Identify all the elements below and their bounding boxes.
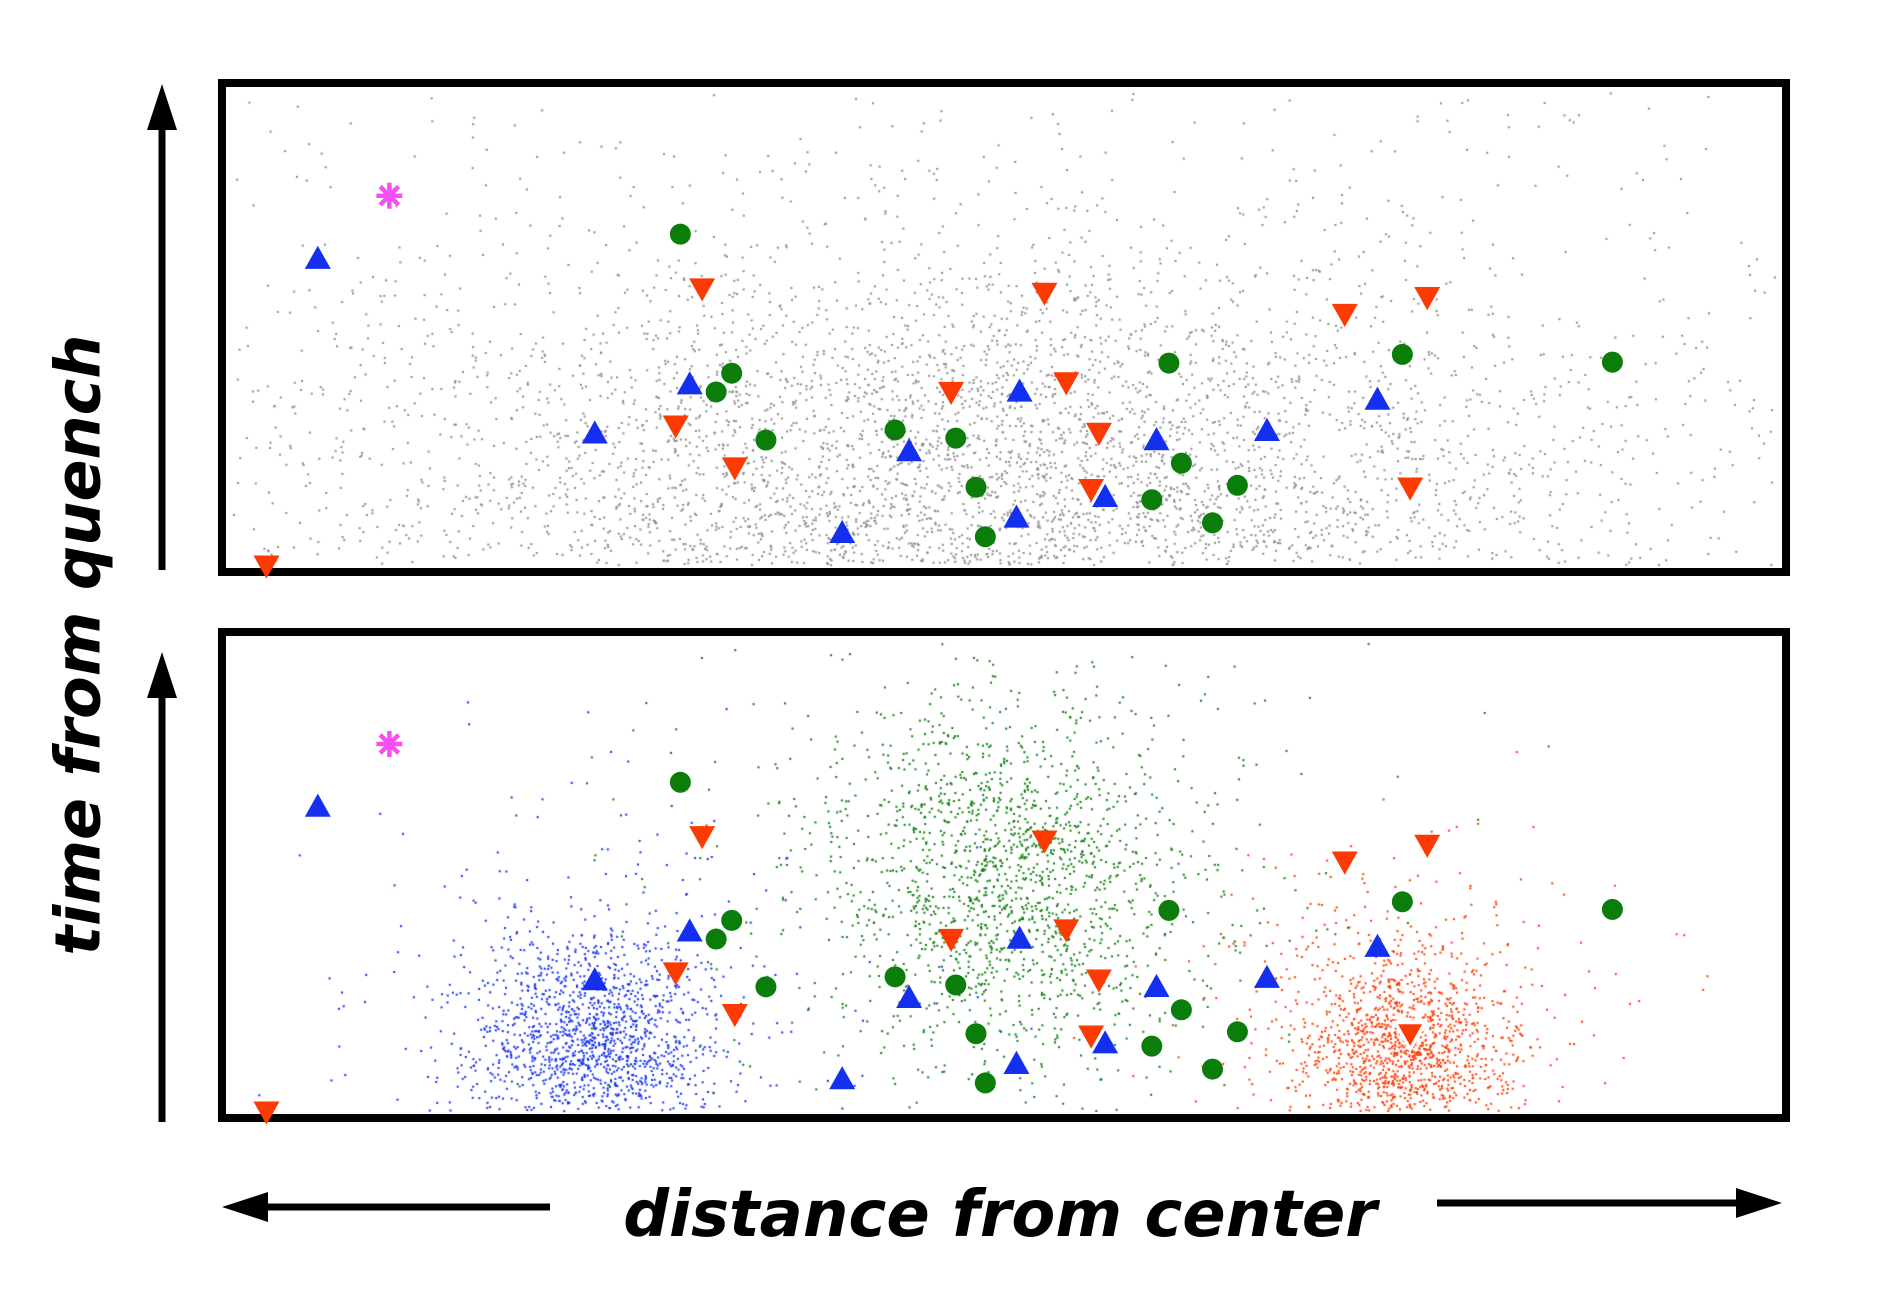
- data-point-circle: [884, 966, 906, 988]
- data-point-triangle-up: [581, 420, 608, 444]
- data-point-triangle-up: [1006, 378, 1033, 402]
- data-point-triangle-down: [662, 415, 689, 439]
- data-point-triangle-down: [1331, 851, 1358, 875]
- bottom-panel-background-dots: [226, 636, 1782, 1114]
- data-point-triangle-down: [689, 278, 716, 302]
- data-point-triangle-down: [1397, 477, 1424, 501]
- data-point-circle: [965, 1023, 987, 1045]
- top-panel: [218, 79, 1790, 579]
- data-point-triangle-up: [829, 519, 856, 544]
- data-point-circle: [721, 362, 743, 384]
- data-point-circle: [669, 771, 691, 793]
- data-point-triangle-down: [938, 928, 965, 953]
- data-point-triangle-down: [1414, 834, 1441, 858]
- data-point-triangle-down: [721, 457, 748, 481]
- data-point-triangle-up: [1143, 973, 1170, 997]
- data-point-triangle-up: [896, 984, 923, 1008]
- data-point-triangle-up: [581, 967, 608, 991]
- data-point-triangle-down: [1085, 422, 1112, 446]
- data-point-triangle-up: [1364, 933, 1391, 957]
- data-point-triangle-down: [1414, 287, 1441, 311]
- data-point-triangle-up: [1092, 483, 1119, 507]
- top-panel-background-dots: [226, 87, 1782, 568]
- bottom-panel-markers: [253, 731, 1623, 1125]
- data-point-circle: [1391, 343, 1413, 365]
- data-point-triangle-up: [304, 793, 331, 817]
- data-point-circle: [755, 976, 777, 998]
- data-point-circle: [1391, 891, 1413, 913]
- data-point-triangle-down: [1392, 1020, 1429, 1053]
- y-axis-label: time from quench: [41, 334, 115, 956]
- data-point-triangle-down: [689, 826, 716, 850]
- x-axis-arrow-left: [222, 1192, 550, 1222]
- data-point-circle: [1202, 512, 1224, 534]
- data-point-triangle-down: [721, 1003, 748, 1028]
- data-point-circle: [1601, 351, 1623, 373]
- x-axis-label: distance from center: [623, 1178, 1377, 1252]
- data-point-circle: [755, 429, 777, 451]
- data-point-circle: [1601, 898, 1623, 920]
- data-point-triangle-up: [1253, 964, 1280, 988]
- data-point-circle: [721, 909, 743, 931]
- data-point-triangle-down: [662, 962, 689, 986]
- data-point-circle: [705, 928, 727, 950]
- data-point-circle: [1141, 489, 1163, 511]
- data-point-triangle-down: [1031, 830, 1058, 854]
- data-point-asterisk: [376, 731, 403, 758]
- y-axis-arrow-bottom-panel: [147, 652, 177, 1122]
- data-point-circle: [1170, 999, 1192, 1021]
- data-point-triangle-up: [1006, 925, 1033, 949]
- top-panel-markers: [253, 182, 1623, 579]
- data-point-circle: [974, 1072, 996, 1094]
- data-point-triangle-up: [1143, 427, 1170, 451]
- data-point-triangle-up: [1092, 1030, 1119, 1054]
- data-point-triangle-up: [304, 245, 331, 269]
- data-point-triangle-down: [1078, 478, 1105, 503]
- x-axis-arrow-right: [1437, 1188, 1782, 1218]
- data-point-triangle-up: [676, 918, 703, 942]
- data-point-triangle-down: [253, 1101, 280, 1125]
- data-point-circle: [1141, 1035, 1163, 1057]
- data-point-triangle-up: [896, 438, 923, 462]
- data-point-triangle-up: [829, 1066, 856, 1090]
- data-point-triangle-up: [1003, 1050, 1030, 1074]
- data-point-circle: [669, 223, 691, 245]
- data-point-triangle-down: [938, 381, 965, 405]
- data-point-asterisk: [376, 182, 403, 209]
- data-point-circle: [965, 476, 987, 498]
- data-point-circle: [1158, 899, 1180, 921]
- data-point-circle: [974, 526, 996, 548]
- data-point-triangle-up: [1364, 386, 1391, 410]
- data-point-triangle-up: [1253, 417, 1280, 442]
- data-point-circle: [1226, 1021, 1248, 1043]
- data-point-circle: [945, 427, 967, 449]
- data-point-circle: [1170, 452, 1192, 474]
- data-point-triangle-down: [253, 555, 280, 579]
- data-point-triangle-down: [1031, 282, 1058, 306]
- data-point-circle: [705, 381, 727, 403]
- data-point-triangle-down: [1053, 919, 1080, 943]
- data-point-triangle-up: [676, 371, 703, 395]
- data-point-circle: [884, 419, 906, 441]
- data-point-circle: [1202, 1058, 1224, 1080]
- data-point-circle: [1226, 474, 1248, 496]
- data-point-triangle-down: [1085, 969, 1112, 993]
- data-point-triangle-down: [1331, 303, 1358, 328]
- data-point-triangle-up: [1003, 504, 1030, 528]
- data-point-circle: [945, 974, 967, 996]
- data-point-triangle-down: [1053, 372, 1080, 396]
- y-axis-arrow-top-panel: [147, 84, 177, 570]
- bottom-panel: [218, 628, 1790, 1125]
- data-point-circle: [1158, 352, 1180, 374]
- data-point-triangle-down: [1078, 1025, 1105, 1049]
